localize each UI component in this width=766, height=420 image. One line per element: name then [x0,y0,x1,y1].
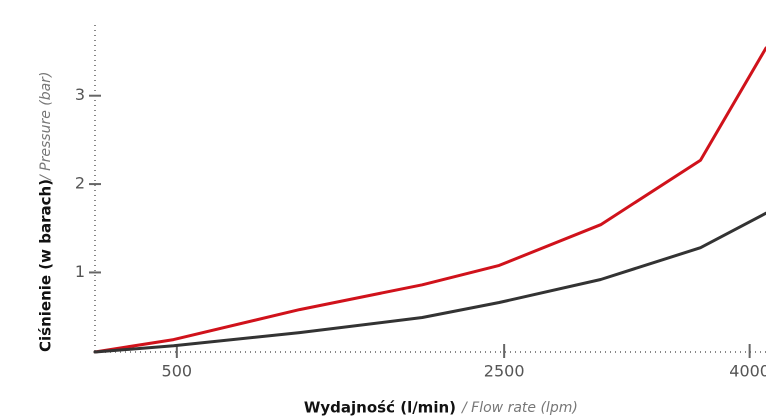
y-tick-label: 1 [75,262,85,281]
x-label-sub: / Flow rate (lpm) [460,400,578,416]
y-tick-label: 2 [75,174,85,193]
x-tick-label: 4000 [729,362,766,381]
x-tick-label: 500 [162,362,193,381]
series-line [93,46,766,354]
x-label-main: Wydajność (l/min) [304,399,456,417]
y-tick-label: 3 [75,85,85,104]
y-label-sub: / Pressure (bar) [38,72,54,182]
x-tick-label: 2500 [484,362,525,381]
y-label-main: Ciśnienie (w barach) [37,179,55,352]
series-line [93,211,766,354]
